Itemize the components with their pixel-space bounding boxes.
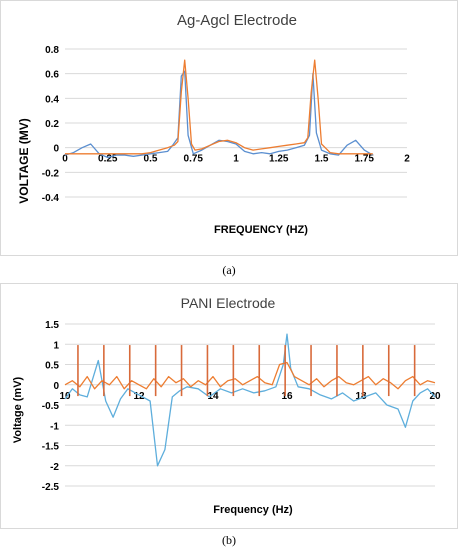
chart-b-xtick-label: 18 xyxy=(355,391,367,402)
chart-a-xtick-label: 0.5 xyxy=(144,154,158,165)
chart-b: PANI Electrode Voltage (mV) Frequency (H… xyxy=(12,295,441,516)
chart-a-ytick-label: 0.2 xyxy=(45,119,59,130)
chart-panel-b: PANI Electrode Voltage (mV) Frequency (H… xyxy=(0,283,458,529)
chart-a-xtick-label: 0 xyxy=(62,154,68,165)
chart-a-xtick-label: 1.5 xyxy=(315,154,329,165)
chart-b-ytick-label: -1.5 xyxy=(42,442,60,453)
chart-b-ytick-label: -2 xyxy=(50,462,59,473)
chart-a-series-line-2 xyxy=(65,59,373,155)
chart-a-xtick-label: 2 xyxy=(404,154,410,165)
chart-b-ytick-label: -0.5 xyxy=(42,401,60,412)
chart-a: Ag-Agcl Electrode VOLTAGE (MV) FREQUENCY… xyxy=(17,12,410,236)
chart-a-title: Ag-Agcl Electrode xyxy=(177,12,297,29)
chart-b-xtick-label: 12 xyxy=(133,391,145,402)
chart-a-xtick-label: 0.75 xyxy=(184,154,204,165)
chart-panel-a: Ag-Agcl Electrode VOLTAGE (MV) FREQUENCY… xyxy=(0,0,458,256)
chart-b-ytick-label: 0 xyxy=(53,381,59,392)
chart-b-plot: -2.5-2-1.5-1-0.500.511.510 12 14 16 18 20 xyxy=(42,320,441,493)
chart-a-xtick-label: 1.75 xyxy=(355,154,375,165)
chart-a-ytick-label: -0.4 xyxy=(42,193,60,204)
chart-a-xtick-label: 1 xyxy=(233,154,239,165)
chart-b-xlabel: Frequency (Hz) xyxy=(213,504,293,516)
subcaption-a: (a) xyxy=(222,263,236,277)
chart-a-ytick-label: 0.4 xyxy=(45,94,59,105)
chart-a-series-line-1 xyxy=(64,70,374,159)
chart-b-xtick-label: 10 xyxy=(59,391,71,402)
chart-a-xlabel: FREQUENCY (HZ) xyxy=(214,224,308,236)
chart-a-xtick-label: 0.25 xyxy=(98,154,118,165)
chart-b-ylabel: Voltage (mV) xyxy=(12,376,24,443)
chart-a-ytick-label: -0.2 xyxy=(42,168,60,179)
chart-a-plot: -0.4-0.200.20.40.60.80 0.25 0.5 0.75 1 1.25 1.… xyxy=(42,45,410,204)
chart-b-ytick-label: -1 xyxy=(50,421,59,432)
chart-b-series-line-1 xyxy=(64,333,436,467)
chart-b-series-line-2 xyxy=(64,361,436,390)
chart-a-xtick-label: 1.25 xyxy=(269,154,289,165)
chart-b-ytick-label: 1 xyxy=(53,340,59,351)
chart-a-ylabel: VOLTAGE (MV) xyxy=(17,118,31,204)
chart-b-title: PANI Electrode xyxy=(181,295,276,311)
chart-b-ytick-label: -2.5 xyxy=(42,482,60,493)
chart-b-xtick-label: 14 xyxy=(207,391,219,402)
chart-b-ytick-label: 0.5 xyxy=(45,361,59,372)
chart-b-ytick-label: 1.5 xyxy=(45,320,59,331)
chart-a-ytick-label: 0 xyxy=(53,144,59,155)
chart-a-ytick-label: 0.8 xyxy=(45,45,59,56)
chart-a-ytick-label: 0.6 xyxy=(45,70,59,81)
chart-b-xtick-label: 16 xyxy=(281,391,293,402)
subcaption-b: (b) xyxy=(222,533,236,547)
